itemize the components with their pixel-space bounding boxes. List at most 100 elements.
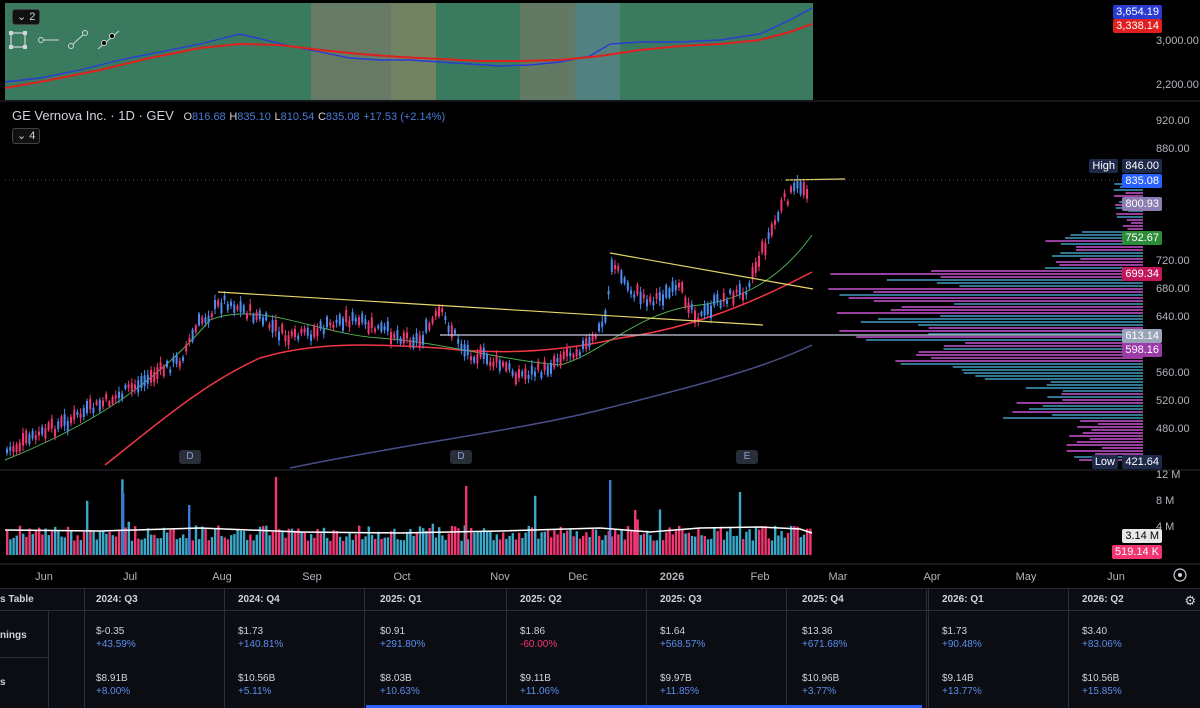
symbol-header[interactable]: GE Vernova Inc. · 1D · GEV O816.68 H835.… [12,108,445,123]
volume-profile-row [1130,222,1143,224]
cell-change: +11.85% [660,686,700,697]
candle-body [114,395,117,399]
volume-bar [764,526,767,555]
candle-body [806,188,808,199]
table-scrollbar[interactable] [366,705,922,708]
volume-bar [594,529,598,555]
candle-body [310,334,312,341]
candle-body [681,282,684,293]
candle-body [422,334,424,345]
volume-bar [713,527,716,555]
change-value: +17.53 (+2.14%) [363,111,446,123]
volume-bar [162,527,166,555]
rectangle-tool-button[interactable] [5,28,31,52]
volume-bar [105,533,108,555]
volume-bar [220,535,223,555]
moving-average-slow [289,344,813,469]
earnings-event-marker[interactable]: E [736,450,758,464]
cell-change: +43.59% [96,639,136,650]
volume-profile-row [1029,408,1143,410]
settings-gear-icon[interactable]: ⚙ [1184,593,1196,608]
candle-body [751,267,754,279]
extended-line-tool-button[interactable] [95,28,121,52]
volume-profile-row [848,297,1143,299]
volume-bar [76,535,79,555]
cell-change: +5.11% [238,686,272,697]
time-axis-label: Sep [302,571,322,583]
candle-body [252,314,255,323]
horizontal-ray-tool-button[interactable] [35,28,61,52]
volume-bar [70,530,73,555]
volume-bar [226,539,230,555]
top-pane-axis-label: 2,200.00 [1156,79,1199,91]
volume-bar [623,539,626,555]
candle-body [447,325,450,333]
candle-body [562,351,565,359]
candle-body [431,317,434,324]
volume-bar [25,536,28,555]
volume-bars [6,476,812,555]
volume-bar-spike [609,480,612,555]
indicator-collapse-button[interactable]: ⌄ 4 [12,128,41,144]
volume-profile-row [886,279,1143,281]
top-pane-tag: 3,654.19 [1113,5,1162,19]
chart-area[interactable]: 920.00 880.00 720.00 680.00 640.00 560.00 520.… [0,0,1200,588]
cell-change: +568.57% [660,639,706,650]
period-header: 2024: Q3 [96,594,138,605]
candle-body [162,366,165,377]
volume-profile-row [959,285,1143,287]
dividend-event-marker[interactable]: D [450,450,472,464]
volume-bar [47,535,50,555]
volume-profile-row [836,312,1143,314]
candle-body [303,328,306,333]
candle-body [799,181,802,195]
candle-body [73,409,76,420]
volume-profile-row [1070,234,1143,236]
candle-body [694,310,696,324]
volume-bar [223,537,226,555]
volume-bar [118,529,121,555]
volume-bar [217,525,220,555]
candle-body [598,323,600,331]
candle-body [258,310,261,320]
volume-bar [287,528,290,555]
volume-bar [313,537,316,555]
candle-body [518,369,520,378]
time-axis[interactable]: Jun Jul Aug Sep Oct Nov Dec 2026 Feb Mar Apr May Jun [35,571,1125,583]
trend-line-tool-button[interactable] [65,28,91,52]
candle-body [108,401,111,407]
candle-body [92,407,95,413]
volume-bar [66,526,70,555]
volume-axis[interactable]: 12 M8 M4 M [1156,469,1180,533]
price-axis[interactable]: 920.00 880.00 720.00 680.00 640.00 560.00 520.… [1156,115,1190,435]
column-divider [926,589,927,708]
resistance-line[interactable] [784,178,846,181]
volume-bar [159,538,162,555]
trendline-upper[interactable] [217,291,764,326]
volume-bar [6,530,9,555]
candle-body [492,361,495,367]
volume-bar [108,532,111,555]
volume-bar [748,529,751,555]
trendline-channel[interactable] [609,252,814,290]
volume-bar [73,540,76,555]
chart-canvas[interactable]: 920.00 880.00 720.00 680.00 640.00 560.00 520.… [0,0,1200,588]
volume-profile-row [895,360,1143,362]
volume-bar [153,534,156,555]
volume-bar [655,540,658,555]
financials-table[interactable]: s Table 2024: Q3 2024: Q4 2025: Q1 2025:… [0,588,1200,708]
time-settings-icon[interactable] [1173,568,1187,582]
dividend-event-marker[interactable]: D [179,450,201,464]
candle-body [223,295,226,300]
top-pane-collapse-button[interactable]: ⌄ 2 [12,9,41,25]
cell-value: $9.97B [660,673,692,684]
volume-bar [89,530,92,555]
candle-body [28,434,31,444]
volume-bar [604,535,607,555]
top-pane-axis[interactable]: 3,000.00 2,200.00 [1156,35,1199,91]
candle-body [569,352,572,357]
volume-profile-row [1062,399,1143,401]
symbol-title[interactable]: GE Vernova Inc. · 1D · GEV [12,108,174,123]
volume-bar [559,526,562,555]
volume-bar [38,527,41,555]
